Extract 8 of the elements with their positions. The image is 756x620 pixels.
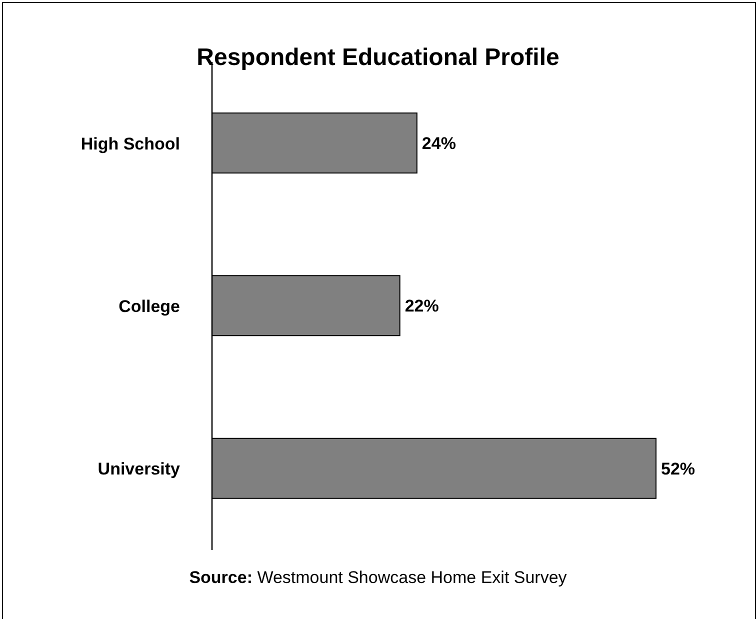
source-note: Source: Westmount Showcase Home Exit Survey: [189, 568, 567, 587]
data-label: 52%: [661, 459, 696, 478]
data-label: 24%: [422, 134, 456, 154]
y-tick-label: College: [118, 297, 180, 316]
y-tick-label: High School: [80, 134, 180, 154]
chart-title: Respondent Educational Profile: [196, 44, 560, 72]
y-tick-label: University: [98, 460, 181, 479]
data-label: 22%: [404, 296, 439, 316]
